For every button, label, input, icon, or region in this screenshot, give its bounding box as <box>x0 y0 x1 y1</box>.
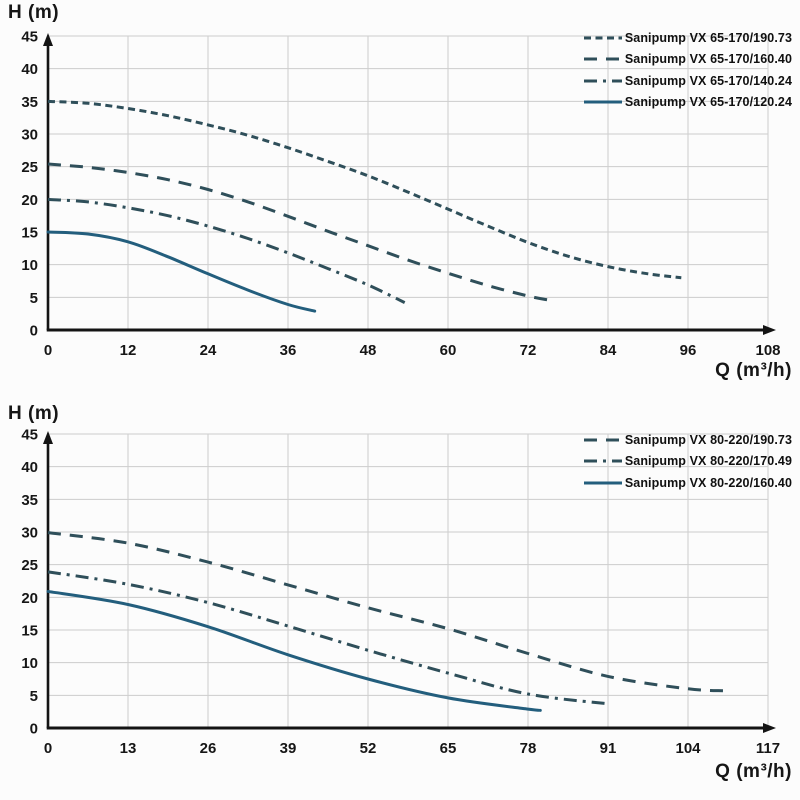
legend-item: Sanipump VX 65-170/120.24 <box>583 92 792 114</box>
svg-text:0: 0 <box>30 721 38 738</box>
y-axis-title: H (m) <box>8 2 60 23</box>
legend-label: Sanipump VX 65-170/190.73 <box>624 30 792 45</box>
legend-marker-solid-icon <box>583 100 622 104</box>
legend-marker-solid-icon <box>583 481 622 485</box>
svg-text:5: 5 <box>30 688 38 705</box>
svg-text:39: 39 <box>280 740 297 757</box>
svg-text:108: 108 <box>755 342 780 359</box>
legend-item: Sanipump VX 65-170/140.24 <box>583 70 792 92</box>
legend: Sanipump VX 65-170/190.73 Sanipump VX 65… <box>583 27 792 113</box>
svg-text:117: 117 <box>756 740 780 757</box>
legend-label: Sanipump VX 80-220/170.49 <box>624 454 792 469</box>
x-axis-title: Q (m³/h) <box>715 360 792 381</box>
svg-text:20: 20 <box>21 192 38 209</box>
svg-text:10: 10 <box>21 655 38 672</box>
svg-text:15: 15 <box>21 623 38 640</box>
legend-marker-dash-short-icon <box>583 36 622 40</box>
pump-chart-vx-65-170: 0 12 24 36 48 60 72 84 96 108 0 5 10 15 20 25 30 35 40 45 H… <box>0 0 800 398</box>
svg-text:104: 104 <box>675 740 701 757</box>
svg-text:45: 45 <box>21 427 38 444</box>
svg-text:72: 72 <box>520 342 537 359</box>
legend-label: Sanipump VX 65-170/140.24 <box>624 73 792 88</box>
svg-text:65: 65 <box>440 740 457 757</box>
svg-text:45: 45 <box>21 29 38 46</box>
svg-text:30: 30 <box>21 525 38 542</box>
svg-text:10: 10 <box>21 257 38 274</box>
plot-area-65-170: 0 12 24 36 48 60 72 84 96 108 0 5 10 15 20 25 30 35 40 45 <box>21 29 780 360</box>
plot-area-80-220: 0 13 26 39 52 65 78 91 104 117 0 5 10 15 20 25 30 35 40 45 <box>21 427 780 758</box>
svg-text:26: 26 <box>200 740 217 757</box>
svg-text:35: 35 <box>21 94 38 111</box>
legend-marker-dash-long-icon <box>583 438 622 442</box>
svg-text:91: 91 <box>600 740 617 757</box>
legend-label: Sanipump VX 65-170/160.40 <box>624 52 792 67</box>
svg-text:25: 25 <box>21 159 38 176</box>
svg-text:0: 0 <box>44 740 52 757</box>
legend-item: Sanipump VX 80-220/160.40 <box>583 472 792 494</box>
svg-text:30: 30 <box>21 127 38 144</box>
svg-text:78: 78 <box>520 740 537 757</box>
svg-text:35: 35 <box>21 492 38 509</box>
svg-text:20: 20 <box>21 590 38 607</box>
svg-text:24: 24 <box>200 342 217 359</box>
svg-text:15: 15 <box>21 225 38 242</box>
x-axis-title: Q (m³/h) <box>715 761 792 782</box>
svg-text:96: 96 <box>680 342 697 359</box>
svg-text:40: 40 <box>21 61 38 78</box>
y-axis-title: H (m) <box>8 403 60 424</box>
svg-text:84: 84 <box>600 342 617 359</box>
legend-item: Sanipump VX 80-220/170.49 <box>583 451 792 473</box>
legend-item: Sanipump VX 65-170/160.40 <box>583 49 792 71</box>
svg-text:48: 48 <box>360 342 377 359</box>
pump-chart-vx-80-220: 0 13 26 39 52 65 78 91 104 117 0 5 10 15 20 25 30 35 40 45 … <box>0 398 800 800</box>
legend-marker-dash-long-icon <box>583 57 622 61</box>
svg-text:0: 0 <box>44 342 52 359</box>
legend-label: Sanipump VX 65-170/120.24 <box>624 95 792 110</box>
legend: Sanipump VX 80-220/190.73 Sanipump VX 80… <box>583 429 792 494</box>
legend-label: Sanipump VX 80-220/160.40 <box>624 475 792 490</box>
svg-text:0: 0 <box>30 323 38 340</box>
svg-text:13: 13 <box>120 740 137 757</box>
svg-text:12: 12 <box>120 342 137 359</box>
svg-text:25: 25 <box>21 557 38 574</box>
legend-marker-dash-dot-icon <box>583 79 622 83</box>
legend-item: Sanipump VX 65-170/190.73 <box>583 27 792 49</box>
svg-text:5: 5 <box>30 290 38 307</box>
svg-text:52: 52 <box>360 740 377 757</box>
legend-item: Sanipump VX 80-220/190.73 <box>583 429 792 451</box>
svg-text:60: 60 <box>440 342 457 359</box>
svg-text:40: 40 <box>21 459 38 476</box>
svg-text:36: 36 <box>280 342 297 359</box>
legend-label: Sanipump VX 80-220/190.73 <box>624 432 792 447</box>
legend-marker-dash-dot-icon <box>583 459 622 463</box>
